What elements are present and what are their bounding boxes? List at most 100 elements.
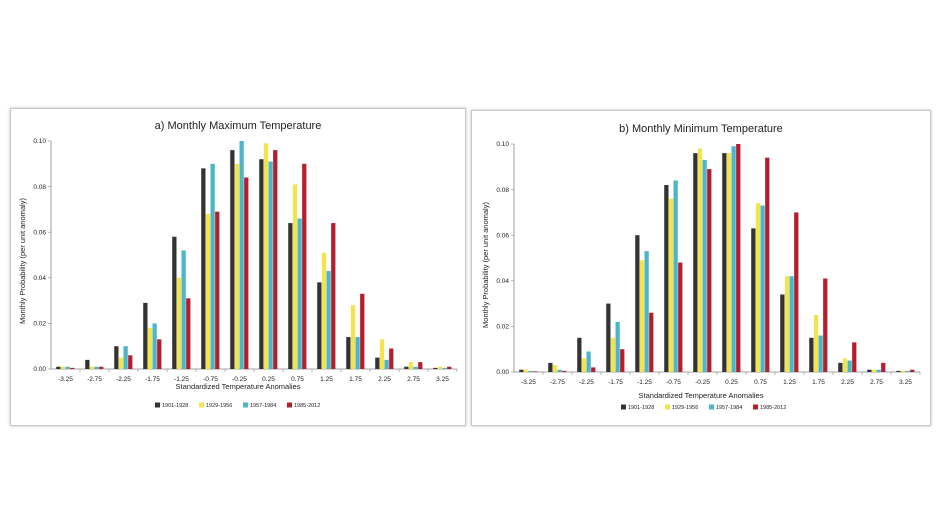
x-tick-label: 2.25: [841, 379, 854, 386]
bar-1957-1984--1.75: [152, 323, 157, 369]
bar-1901-1928-2.75: [404, 366, 409, 369]
x-tick-label: -2.75: [550, 379, 565, 386]
x-tick-label: -2.25: [116, 376, 131, 383]
y-tick-label: 0.04: [496, 278, 509, 285]
x-axis-label: Standardized Temperature Anomalies: [639, 391, 764, 400]
x-tick-label: 1.25: [783, 379, 796, 386]
bar-1901-1928-0.25: [722, 153, 727, 372]
x-tick-label: -2.75: [87, 376, 102, 383]
bar-1901-1928-1.75: [346, 337, 351, 369]
x-tick-label: -3.25: [521, 379, 536, 386]
x-tick-label: 3.25: [899, 379, 912, 386]
bar-1929-1956-0.75: [755, 203, 761, 372]
x-tick-label: -1.25: [637, 379, 652, 386]
bar-1929-1956-2.75: [408, 362, 414, 369]
bar-1929-1956-0.75: [292, 184, 298, 369]
bar-1985-2012--3.25: [533, 371, 538, 372]
bar-1985-2012--1.75: [620, 349, 625, 372]
bar-1901-1928-3.25: [896, 370, 901, 372]
bar-1985-2012-3.25: [447, 366, 452, 369]
bar-1957-1984--0.75: [210, 163, 215, 369]
bar-1901-1928-2.75: [867, 369, 872, 372]
bar-1901-1928--0.75: [664, 185, 669, 372]
bar-1901-1928--0.75: [201, 168, 206, 369]
bar-1957-1984-2.75: [413, 366, 418, 369]
bar-1901-1928-3.25: [433, 367, 438, 369]
bar-1901-1928--0.25: [693, 153, 698, 372]
x-axis-label: Standardized Temperature Anomalies: [176, 382, 301, 391]
bar-1985-2012-2.75: [881, 362, 886, 372]
bar-1957-1984--0.25: [702, 159, 707, 372]
bar-1957-1984-3.25: [905, 370, 910, 372]
legend-swatch: [155, 402, 160, 408]
bar-1957-1984-2.75: [876, 369, 881, 372]
x-tick-label: -1.75: [608, 379, 623, 386]
bar-1985-2012--2.75: [99, 366, 104, 369]
bar-1985-2012-0.25: [273, 150, 278, 369]
chart-max-temperature: a) Monthly Maximum Temperature Standardi…: [18, 120, 458, 409]
bar-1929-1956-3.25: [900, 370, 906, 372]
bar-1957-1984--2.75: [557, 369, 562, 372]
y-tick-label: 0.00: [33, 366, 46, 373]
bar-1985-2012-0.25: [736, 144, 741, 372]
bar-1929-1956-1.25: [784, 276, 790, 372]
bar-1929-1956-1.25: [321, 252, 327, 369]
bar-1957-1984--2.25: [586, 351, 591, 372]
bar-1929-1956--0.25: [234, 163, 240, 369]
y-tick-label: 0.02: [33, 321, 46, 328]
bar-1985-2012--0.75: [678, 262, 683, 372]
bar-1901-1928-0.75: [751, 228, 756, 372]
legend-swatch: [621, 404, 626, 410]
bar-1957-1984--2.25: [123, 346, 128, 369]
x-tick-label: -1.75: [145, 376, 160, 383]
bar-1901-1928--1.75: [143, 302, 148, 369]
bar-1957-1984-0.75: [297, 218, 302, 369]
bar-1957-1984-3.25: [442, 367, 447, 369]
bar-1985-2012--1.25: [186, 298, 191, 369]
chart-title: a) Monthly Maximum Temperature: [155, 120, 322, 132]
bar-1929-1956-2.25: [842, 358, 848, 372]
bar-1985-2012-0.75: [765, 157, 770, 372]
legend-label: 1985-2012: [294, 403, 320, 409]
bar-1985-2012--1.25: [649, 312, 654, 372]
x-tick-label: -2.25: [579, 379, 594, 386]
bar-1957-1984-1.25: [326, 270, 331, 369]
bar-1957-1984-0.25: [731, 146, 736, 372]
y-tick-label: 0.08: [496, 187, 509, 194]
bar-1957-1984-0.75: [760, 205, 765, 372]
y-tick-label: 0.06: [33, 229, 46, 236]
legend-label: 1985-2012: [760, 405, 786, 411]
x-tick-label: 1.75: [812, 379, 825, 386]
x-tick-label: 2.75: [407, 376, 420, 383]
bar-1985-2012-1.25: [331, 223, 336, 369]
bar-1901-1928-1.25: [780, 294, 785, 372]
bar-1929-1956--2.75: [89, 366, 95, 369]
x-tick-label: -1.25: [174, 376, 189, 383]
chart-title: b) Monthly Minimum Temperature: [619, 123, 783, 135]
bar-1957-1984-1.75: [818, 335, 823, 372]
x-tick-label: 0.25: [262, 376, 275, 383]
y-axis-label: Monthly Probability (per unit anomaly): [18, 198, 27, 324]
legend-label: 1957-1984: [250, 403, 276, 409]
x-tick-label: -3.25: [58, 376, 73, 383]
bar-1901-1928-0.75: [288, 223, 293, 369]
legend-label: 1957-1984: [716, 405, 742, 411]
x-tick-label: -0.75: [666, 379, 681, 386]
bar-1957-1984-1.25: [789, 276, 794, 372]
bar-1929-1956-0.25: [726, 153, 732, 372]
legend-label: 1901-1928: [628, 405, 654, 411]
bar-1985-2012--3.25: [70, 367, 75, 369]
chart-min-temperature: b) Monthly Minimum Temperature Standardi…: [481, 123, 921, 411]
bar-1901-1928--1.75: [606, 303, 611, 372]
chart-panel-min-temperature: b) Monthly Minimum Temperature Standardi…: [471, 110, 931, 426]
legend-label: 1901-1928: [162, 403, 188, 409]
bar-1985-2012-2.25: [852, 342, 857, 372]
bar-1957-1984-2.25: [384, 359, 389, 369]
bar-1929-1956-3.25: [437, 366, 443, 369]
x-tick-label: 0.25: [725, 379, 738, 386]
x-tick-label: -0.25: [695, 379, 710, 386]
bar-1957-1984--0.25: [239, 141, 244, 369]
bar-1985-2012-2.25: [389, 348, 394, 369]
bar-1957-1984--3.25: [528, 370, 533, 372]
x-tick-label: 1.25: [320, 376, 333, 383]
